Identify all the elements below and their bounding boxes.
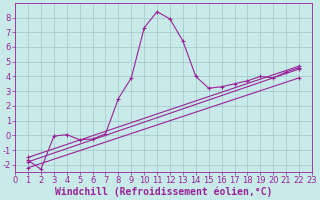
X-axis label: Windchill (Refroidissement éolien,°C): Windchill (Refroidissement éolien,°C) bbox=[55, 187, 272, 197]
